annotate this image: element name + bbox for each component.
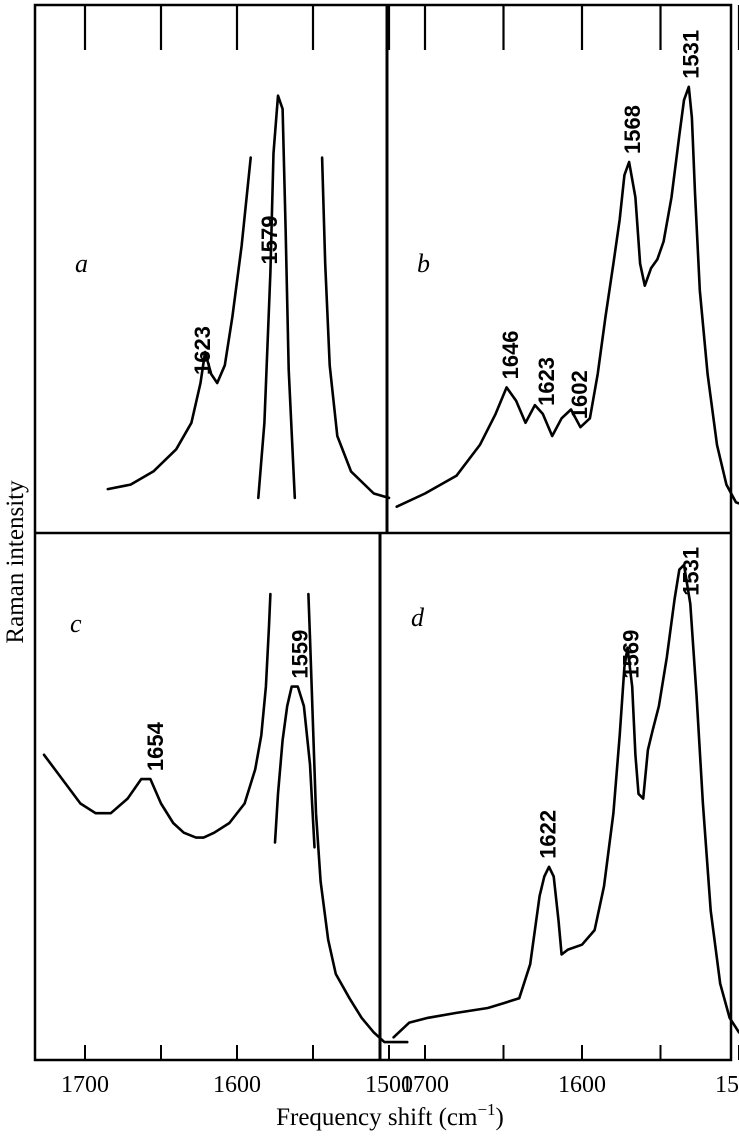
panel-label-c: c <box>70 609 82 638</box>
peak-label: 1579 <box>257 216 282 265</box>
x-axis-label-main: Frequency shift (cm <box>276 1104 478 1131</box>
x-tick-label: 1600 <box>213 1072 261 1098</box>
peak-label: 1602 <box>567 370 592 419</box>
peak-label: 1646 <box>498 330 523 379</box>
x-tick-labels: 170016001500170016001500 <box>61 1072 739 1098</box>
peak-label: 1569 <box>619 630 644 679</box>
x-tick-label: 1500 <box>365 1072 413 1098</box>
panel-label-a: a <box>75 249 88 278</box>
peak-label: 1654 <box>143 721 168 771</box>
peak-label: 1623 <box>190 326 215 375</box>
peak-label: 1531 <box>678 30 703 79</box>
spectrum-line-c <box>307 592 409 1044</box>
spectrum-line-c <box>273 685 316 849</box>
panel-label-b: b <box>417 249 430 278</box>
tick-marks <box>83 5 739 1060</box>
x-tick-label: 1500 <box>715 1072 739 1098</box>
x-axis-label: Frequency shift (cm−1) <box>276 1100 504 1131</box>
spectrum-line-a <box>320 156 391 500</box>
x-tick-label: 1700 <box>401 1072 449 1098</box>
spectrum-line-a <box>106 156 252 491</box>
x-tick-label: 1600 <box>558 1072 606 1098</box>
y-axis-label: Raman intensity <box>2 480 29 644</box>
x-tick-label: 1700 <box>61 1072 109 1098</box>
spectrum-line-a <box>257 94 297 500</box>
spectrum-line-b <box>395 85 739 508</box>
panel-letters: a b c d <box>70 249 430 638</box>
panel-frames <box>33 3 733 1062</box>
peak-label: 1559 <box>287 630 312 679</box>
peak-labels: 1623 1579 1646 1623 1602 1568 1531 1654 1559 1622… <box>143 30 703 859</box>
panel-label-d: d <box>411 603 425 632</box>
spectrum-line-d <box>392 563 739 1039</box>
peak-label: 1568 <box>620 105 645 154</box>
x-axis-label-exponent: −1 <box>477 1100 495 1119</box>
peak-label: 1531 <box>678 547 703 596</box>
peak-label: 1622 <box>536 810 561 859</box>
x-axis-label-close: ) <box>496 1104 504 1131</box>
spectrum-line-c <box>42 592 272 839</box>
peak-label: 1623 <box>534 357 559 406</box>
spectrum-curves <box>42 85 739 1044</box>
